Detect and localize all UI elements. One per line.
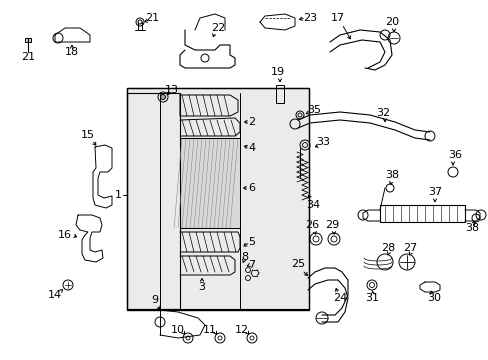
Text: 25: 25 [290,259,305,269]
Text: 4: 4 [248,143,255,153]
Text: 36: 36 [447,150,461,160]
Text: 23: 23 [303,13,316,23]
Text: 3: 3 [198,282,205,292]
Bar [127,93,180,309]
Text: 2: 2 [248,117,255,127]
Bar [180,138,240,228]
Text: 32: 32 [375,108,389,118]
Circle shape [160,94,165,99]
Text: 6: 6 [248,183,255,193]
Text: 20: 20 [384,17,398,27]
Text: 27: 27 [402,243,416,253]
Bar [275,85,284,103]
Text: 5: 5 [248,237,255,247]
Text: 21: 21 [21,52,35,62]
Bar [25,38,31,42]
Text: 35: 35 [306,105,320,115]
Bar [127,88,308,310]
Text: 10: 10 [171,325,184,335]
Text: 30: 30 [426,293,440,303]
Text: 17: 17 [330,13,345,23]
Text: 9: 9 [151,295,158,305]
Text: 38: 38 [464,223,478,233]
Text: 15: 15 [81,130,95,140]
Text: 38: 38 [384,170,398,180]
Text: 33: 33 [315,137,329,147]
Text: 16: 16 [58,230,72,240]
Text: 19: 19 [270,67,285,77]
Text: 18: 18 [65,47,79,57]
Text: 11: 11 [203,325,217,335]
Text: 22: 22 [210,23,224,33]
Text: 37: 37 [427,187,441,197]
Text: 26: 26 [305,220,318,230]
Text: 14: 14 [48,290,62,300]
Text: 13: 13 [164,85,179,95]
Text: 8: 8 [241,252,248,262]
Text: 21: 21 [144,13,159,23]
Text: 12: 12 [234,325,248,335]
Text: 24: 24 [332,293,346,303]
Text: 28: 28 [380,243,394,253]
Text: 29: 29 [324,220,339,230]
Text: 7: 7 [248,260,255,270]
Text: 1: 1 [114,190,121,200]
Text: 34: 34 [305,200,320,210]
Text: 31: 31 [364,293,378,303]
